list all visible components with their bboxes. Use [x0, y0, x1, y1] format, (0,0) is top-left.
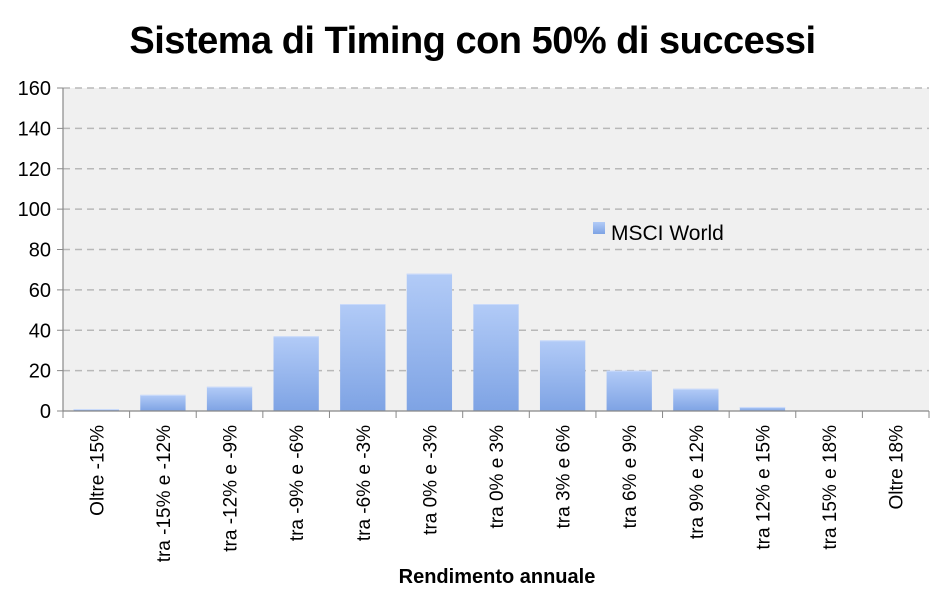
x-tick-label: tra -15% e -12% [154, 425, 175, 562]
x-tick-label: tra 15% e 18% [820, 425, 841, 550]
bar [606, 370, 652, 411]
bar [473, 304, 519, 411]
x-tick-label: tra 9% e 12% [687, 425, 708, 539]
x-tick-label: Oltre -15% [87, 425, 108, 516]
y-tick-label: 20 [29, 361, 51, 383]
bar [673, 388, 719, 411]
y-tick-label: 40 [29, 320, 51, 342]
legend: MSCI World [593, 222, 724, 245]
y-tick-label: 140 [18, 118, 51, 140]
x-tick-label: tra 0% e 3% [487, 425, 508, 529]
y-tick-label: 120 [18, 159, 51, 181]
x-tick-label: tra 3% e 6% [554, 425, 575, 529]
bar [406, 273, 453, 411]
chart-title: Sistema di Timing con 50% di successi [129, 20, 816, 62]
x-tick-label: tra -12% e -9% [221, 425, 242, 552]
y-tick-label: 60 [29, 280, 51, 302]
y-tick-label: 160 [18, 78, 51, 100]
x-tick-label: Oltre 18% [887, 425, 908, 510]
legend-swatch [593, 222, 605, 234]
x-tick-label: tra -9% e -6% [287, 425, 308, 541]
x-tick-labels: Oltre -15% tra -15% e -12% tra -12% e -9% t… [87, 425, 907, 562]
bar [539, 340, 586, 411]
axes [62, 88, 930, 418]
x-axis-label: Rendimento annuale [399, 566, 596, 588]
x-tick-label: tra -6% e -3% [354, 425, 375, 541]
y-tick-label: 100 [18, 199, 51, 221]
x-tick-label: tra 12% e 15% [753, 425, 774, 550]
bar [340, 304, 386, 411]
bar [273, 336, 319, 411]
y-tick-label: 0 [40, 401, 51, 423]
bars [73, 273, 786, 411]
legend-label: MSCI World [611, 222, 724, 245]
bar [73, 408, 119, 411]
x-tick-label: tra 0% e -3% [420, 425, 441, 535]
bar [739, 406, 786, 411]
y-tick-labels: 0 20 40 60 80 100 120 140 160 [18, 78, 51, 423]
gridlines [57, 87, 929, 412]
bar [206, 386, 253, 411]
y-tick-label: 80 [29, 240, 51, 262]
x-tick-label: tra 6% e 9% [620, 425, 641, 529]
bar [140, 394, 186, 411]
